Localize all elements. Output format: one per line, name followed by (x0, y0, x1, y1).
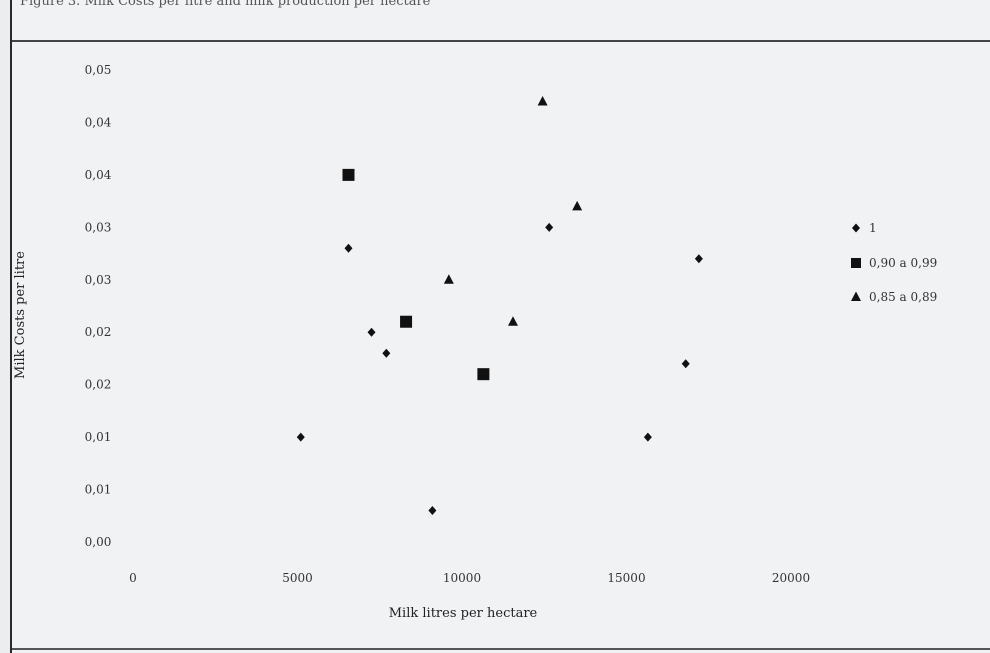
y-tick-labels: 0,00 0,01 0,01 0,02 0,02 0,03 0,03 0,04 0,04 0,05 (85, 63, 112, 549)
x-tick-labels: 0 5000 10000 15000 20000 (129, 571, 810, 585)
y-tick-label: 0,02 (85, 325, 112, 339)
legend-marker-diamond (852, 223, 860, 233)
data-point-diamond (694, 254, 703, 264)
figure-frame (10, 0, 990, 653)
data-point-diamond (428, 506, 437, 516)
data-point-triangle (507, 316, 518, 326)
bottom-rule (12, 648, 990, 650)
data-point-diamond (681, 359, 690, 369)
y-tick-label: 0,00 (85, 535, 112, 549)
legend-marker-square (851, 258, 861, 268)
data-point-diamond (643, 432, 652, 442)
x-tick-label: 0 (129, 571, 137, 585)
y-tick-label: 0,01 (85, 430, 112, 444)
data-point-diamond (296, 432, 305, 442)
data-point-diamond (382, 348, 391, 358)
x-tick-label: 20000 (772, 571, 810, 585)
data-point-triangle (443, 274, 454, 284)
data-point-square (400, 315, 413, 328)
figure-caption: Figure 3. Milk Costs per litre and milk … (20, 0, 431, 9)
y-tick-label: 0,04 (85, 115, 112, 129)
legend-label: 1 (869, 221, 877, 235)
data-point-diamond (367, 327, 376, 337)
legend-label: 0,90 a 0,99 (869, 256, 937, 270)
data-points (296, 95, 703, 516)
legend-marker-triangle (851, 291, 861, 301)
y-tick-label: 0,01 (85, 483, 112, 497)
data-point-square (477, 368, 490, 381)
x-tick-label: 5000 (282, 571, 313, 585)
y-tick-label: 0,05 (85, 63, 112, 77)
y-tick-label: 0,02 (85, 378, 112, 392)
x-tick-label: 10000 (443, 571, 481, 585)
data-point-triangle (537, 95, 548, 106)
legend-label: 0,85 a 0,89 (869, 290, 937, 304)
x-tick-label: 15000 (607, 571, 645, 585)
data-point-diamond (344, 243, 353, 253)
y-axis-title: Milk Costs per litre (13, 251, 28, 379)
data-point-square (342, 168, 355, 181)
x-axis-title: Milk litres per hectare (389, 606, 538, 621)
legend: 1 0,90 a 0,99 0,85 a 0,89 (851, 221, 937, 304)
y-tick-label: 0,03 (85, 273, 112, 287)
data-point-triangle (572, 200, 583, 211)
top-rule (12, 40, 990, 42)
y-tick-label: 0,03 (85, 220, 112, 234)
data-point-diamond (545, 222, 554, 232)
y-tick-label: 0,04 (85, 168, 112, 182)
